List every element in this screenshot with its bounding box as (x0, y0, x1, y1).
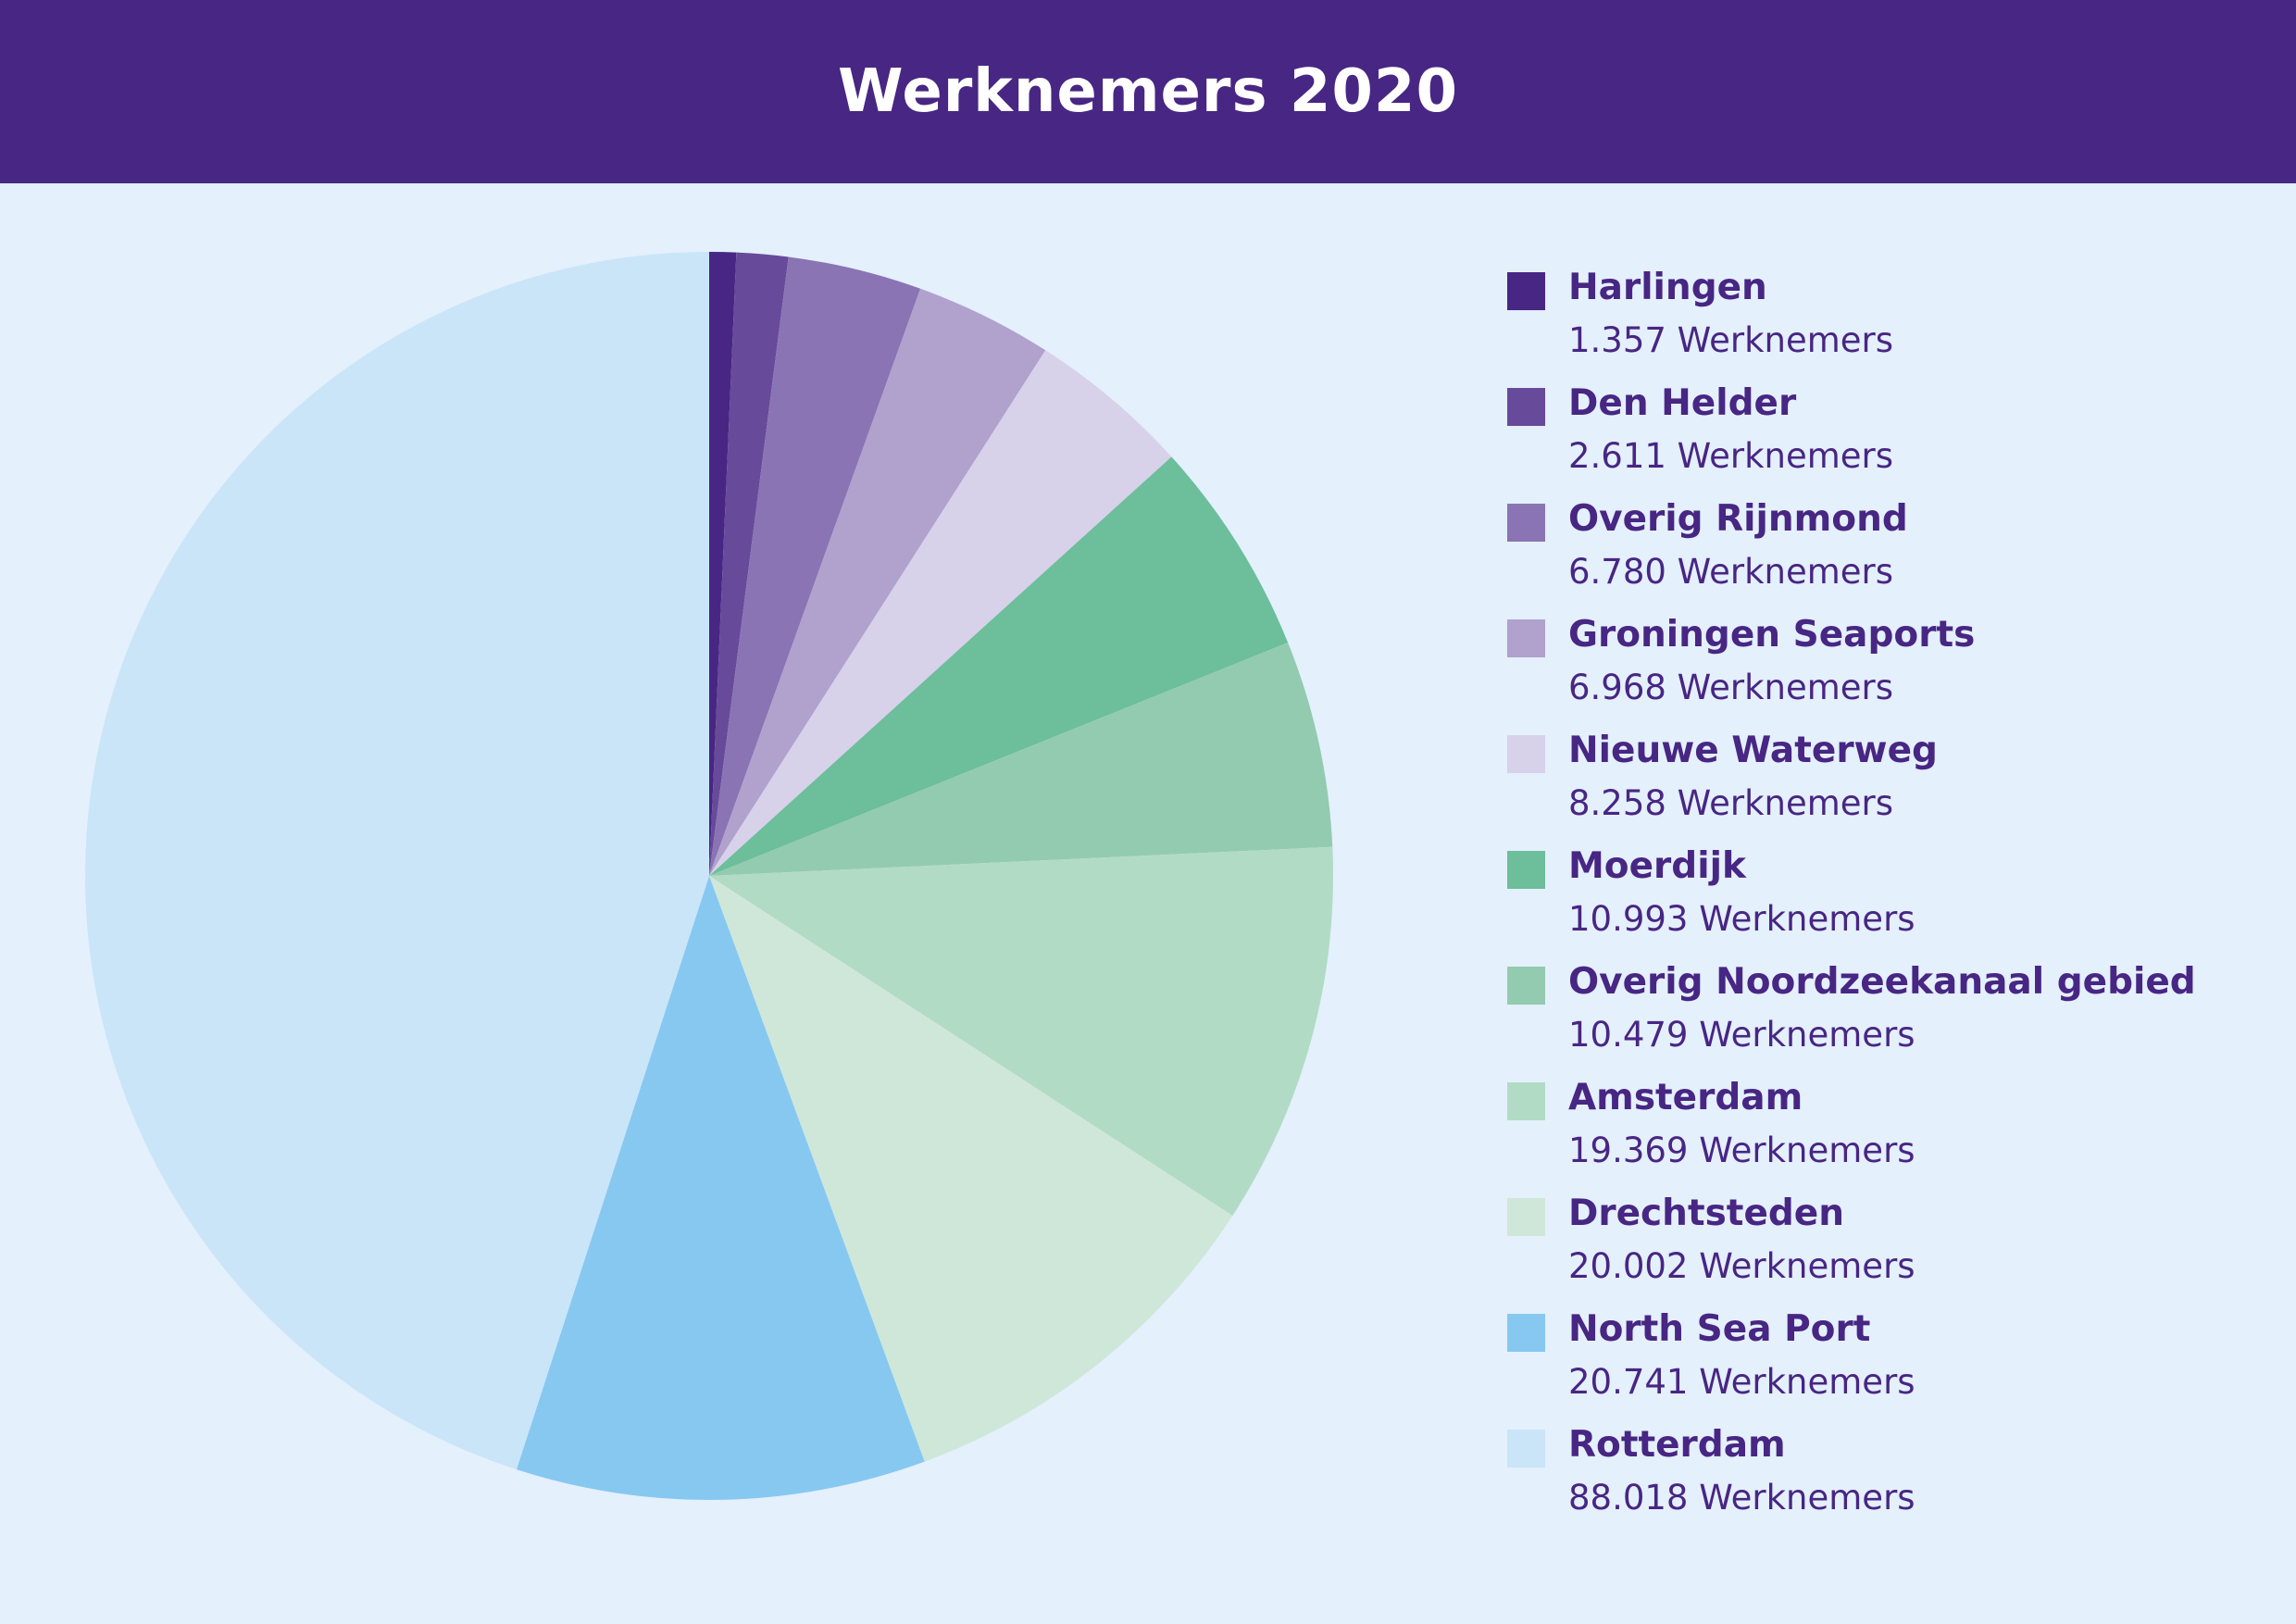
legend-label: Overig Noordzeekanaal gebied (1568, 961, 2196, 1003)
legend-item: Amsterdam 19.369 Werknemers (1507, 1077, 2266, 1193)
legend-swatch (1507, 967, 1545, 1005)
legend-value: 2.611 Werknemers (1568, 436, 1894, 476)
legend-item: North Sea Port 20.741 Werknemers (1507, 1308, 2266, 1424)
legend-item: Overig Noordzeekanaal gebied 10.479 Werkn… (1507, 961, 2266, 1077)
chart-legend: Harlingen 1.357 Werknemers Den Helder 2.611… (1507, 267, 2266, 1540)
legend-item: Rotterdam 88.018 Werknemers (1507, 1424, 2266, 1540)
legend-item: Harlingen 1.357 Werknemers (1507, 267, 2266, 382)
legend-swatch (1507, 619, 1545, 657)
pie-slice-overig-noordzeekanaal-gebied (709, 643, 1333, 876)
legend-label: Den Helder (1568, 382, 1797, 424)
legend-swatch (1507, 272, 1545, 310)
legend-value: 6.968 Werknemers (1568, 668, 1894, 707)
legend-swatch (1507, 504, 1545, 542)
legend-item: Den Helder 2.611 Werknemers (1507, 382, 2266, 498)
legend-value: 20.741 Werknemers (1568, 1362, 1915, 1402)
chart-header: Werknemers 2020 (0, 0, 2296, 183)
legend-label: Rotterdam (1568, 1424, 1786, 1466)
legend-value: 8.258 Werknemers (1568, 783, 1894, 823)
legend-value: 10.993 Werknemers (1568, 899, 1915, 939)
pie-slice-overig-rijnmond (709, 256, 921, 877)
pie-slice-drechtsteden (709, 876, 1233, 1462)
pie-slice-harlingen (709, 252, 737, 876)
legend-item: Groningen Seaports 6.968 Werknemers (1507, 614, 2266, 730)
legend-item: Nieuwe Waterweg 8.258 Werknemers (1507, 730, 2266, 845)
legend-swatch (1507, 735, 1545, 773)
legend-value: 10.479 Werknemers (1568, 1015, 1915, 1055)
legend-label: North Sea Port (1568, 1308, 1871, 1350)
legend-value: 20.002 Werknemers (1568, 1246, 1915, 1286)
legend-label: Amsterdam (1568, 1077, 1803, 1118)
legend-swatch (1507, 1314, 1545, 1352)
legend-label: Groningen Seaports (1568, 614, 1976, 656)
chart-title: Werknemers 2020 (838, 57, 1458, 126)
legend-label: Nieuwe Waterweg (1568, 730, 1938, 771)
pie-slice-moerdijk (709, 456, 1289, 876)
pie-chart (84, 252, 1333, 1501)
pie-slice-den-helder (709, 252, 789, 876)
legend-value: 1.357 Werknemers (1568, 320, 1894, 360)
legend-value: 19.369 Werknemers (1568, 1131, 1915, 1170)
legend-value: 88.018 Werknemers (1568, 1478, 1915, 1518)
pie-slice-groningen-seaports (709, 288, 1046, 876)
legend-label: Harlingen (1568, 267, 1767, 308)
pie-slice-amsterdam (709, 846, 1333, 1216)
legend-label: Drechtsteden (1568, 1193, 1845, 1234)
legend-swatch (1507, 1198, 1545, 1236)
legend-value: 6.780 Werknemers (1568, 552, 1894, 592)
legend-swatch (1507, 1430, 1545, 1468)
legend-item: Moerdijk 10.993 Werknemers (1507, 845, 2266, 961)
legend-swatch (1507, 388, 1545, 426)
legend-label: Moerdijk (1568, 845, 1746, 887)
legend-swatch (1507, 1082, 1545, 1120)
legend-label: Overig Rijnmond (1568, 498, 1908, 540)
legend-item: Drechtsteden 20.002 Werknemers (1507, 1193, 2266, 1308)
legend-swatch (1507, 851, 1545, 889)
pie-slice-north-sea-port (516, 876, 925, 1501)
pie-slice-rotterdam (84, 252, 709, 1470)
legend-item: Overig Rijnmond 6.780 Werknemers (1507, 498, 2266, 614)
pie-slice-nieuwe-waterweg (709, 350, 1172, 876)
